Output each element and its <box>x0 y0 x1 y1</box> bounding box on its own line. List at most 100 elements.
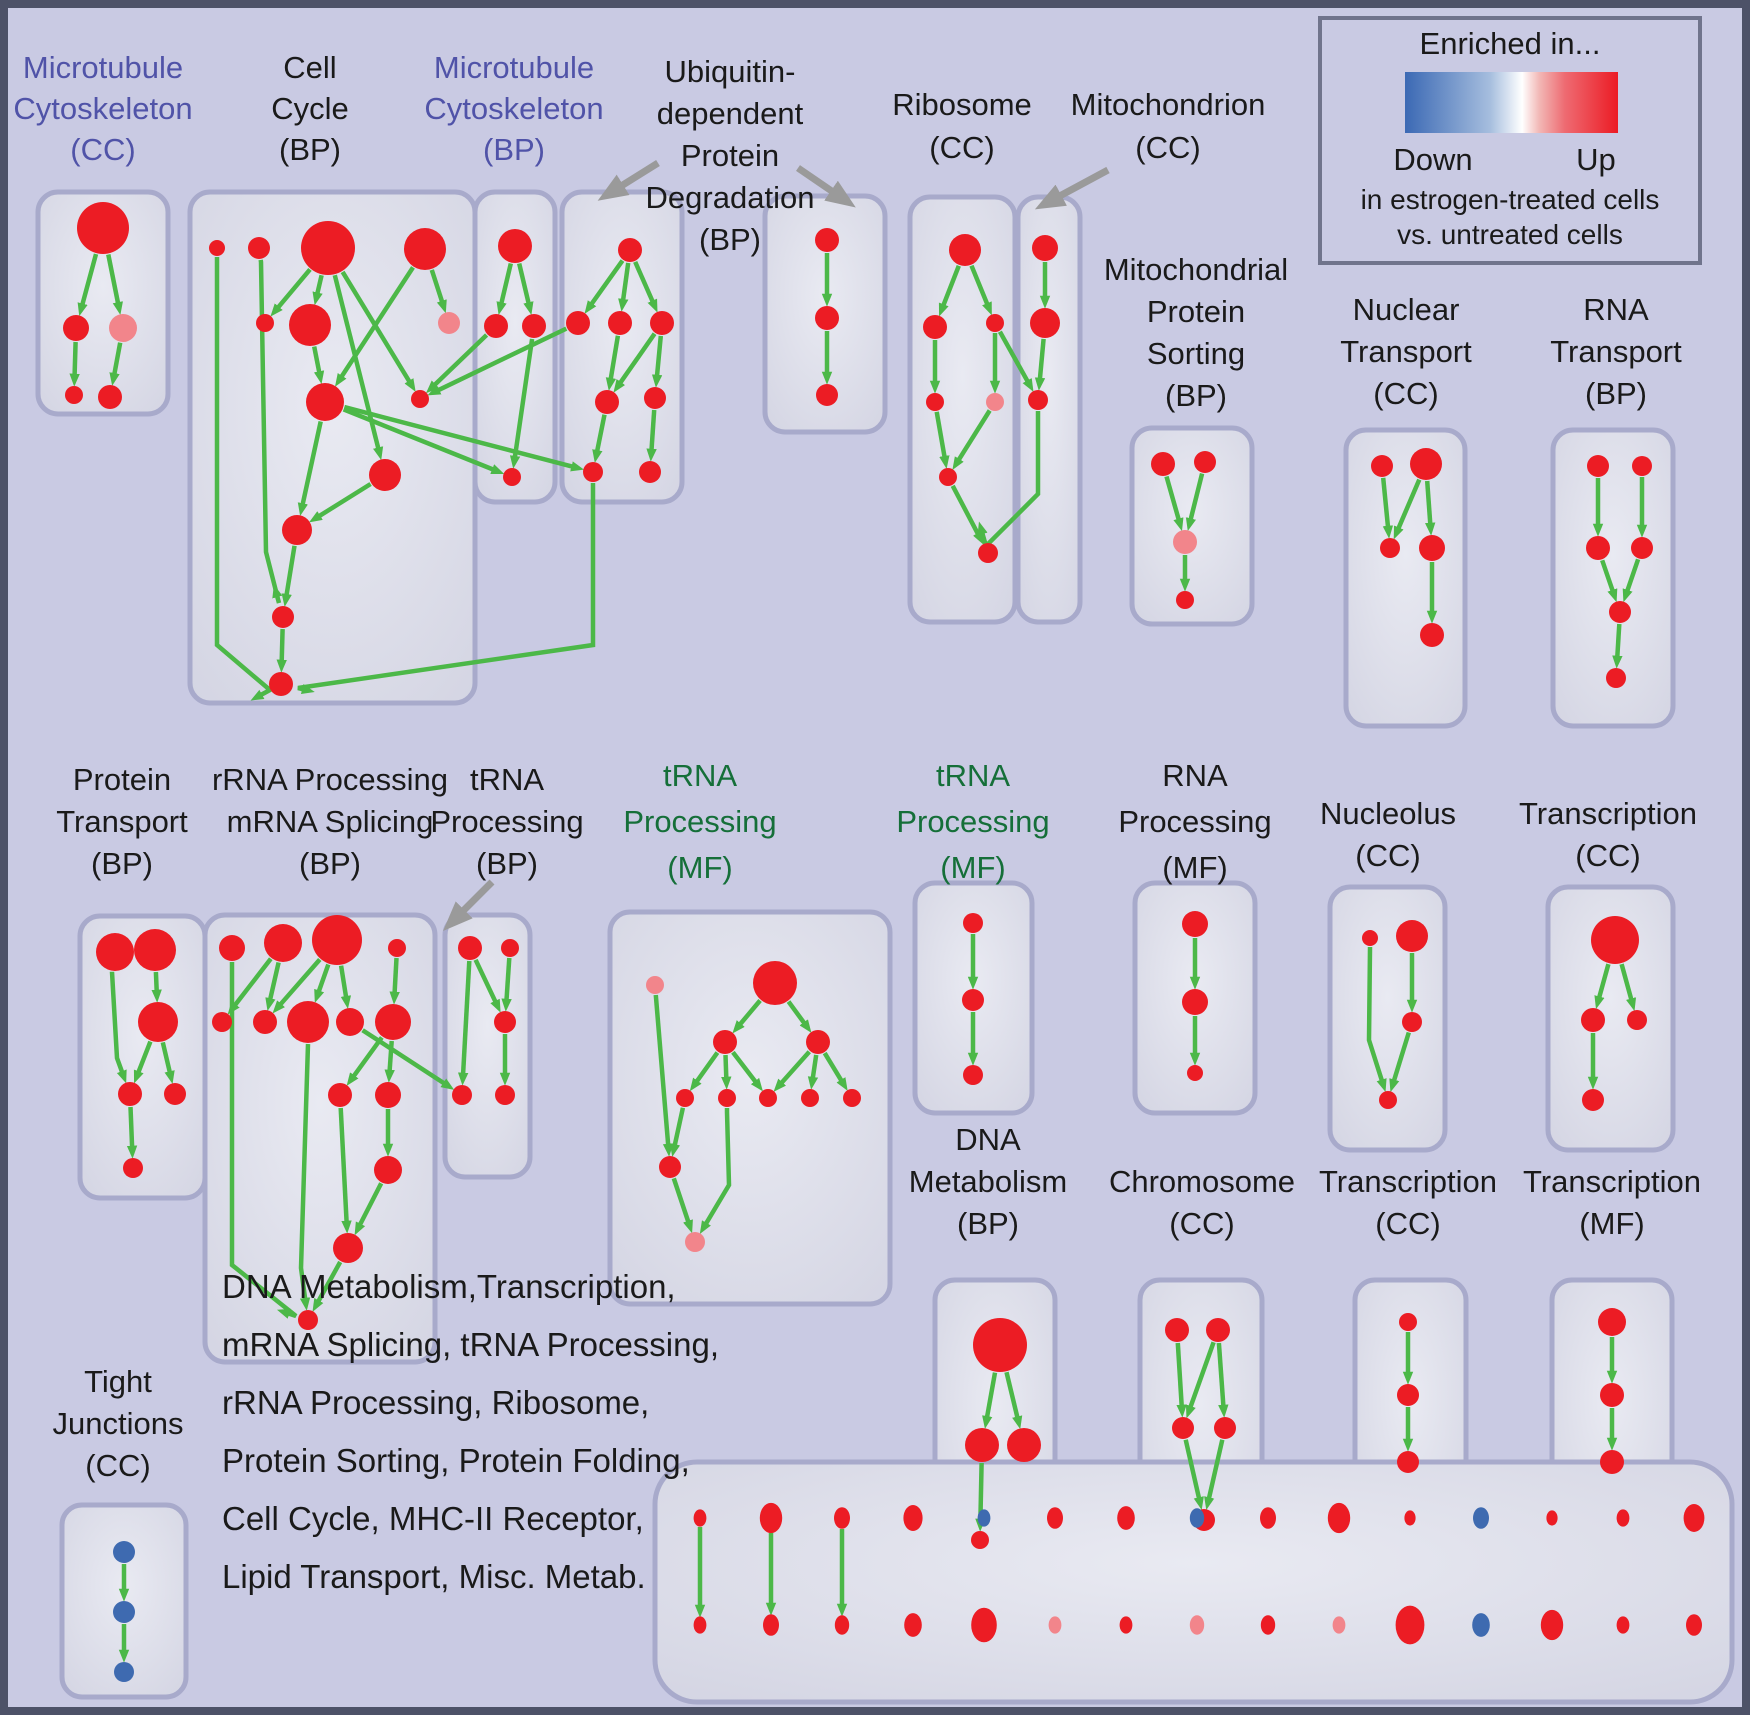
node-ribosome-r4 <box>986 393 1004 411</box>
cluster-box-nuc-transport <box>1343 427 1468 729</box>
node-rna-transport-t5 <box>1606 668 1626 688</box>
edge <box>1185 473 1205 532</box>
node-rna-transport-t4 <box>1609 601 1631 623</box>
node-ribosome-r5 <box>939 468 957 486</box>
edge <box>938 264 961 317</box>
node-mt-cc-b1 <box>63 315 89 341</box>
footer-text-line: Lipid Transport, Misc. Metab. <box>222 1558 646 1595</box>
node-trans-cc2-a3 <box>1582 1089 1604 1111</box>
cluster-label-ub1: Ubiquitin- <box>665 54 796 89</box>
cluster-label-nucleolus: (CC) <box>1355 838 1420 873</box>
edge <box>721 1054 732 1090</box>
node-ribosome-r1 <box>923 315 947 339</box>
node-chromosome-h3 <box>1214 1417 1236 1439</box>
node-trna-mf-v4 <box>676 1089 694 1107</box>
node-cell-cycle-c9 <box>369 459 401 491</box>
node-rrna-q2 <box>312 915 362 965</box>
footer-text-line: Protein Sorting, Protein Folding, <box>222 1442 690 1479</box>
node-mt-bp-m4 <box>503 468 521 486</box>
cluster-label-nuc-transport: (CC) <box>1373 376 1438 411</box>
node-trna-bp-x0 <box>458 936 482 960</box>
edge <box>109 342 123 386</box>
node-cell-cycle-c7 <box>306 383 344 421</box>
node-trans-cc3-g0 <box>1399 1313 1417 1331</box>
node-trans-cc2-a0 <box>1591 916 1639 964</box>
node-trna-bp-x3 <box>452 1085 472 1105</box>
node-ribosome-r6 <box>978 543 998 563</box>
node-bottom-bb7 <box>1189 1615 1205 1635</box>
cluster-label-trna-bp: Processing <box>430 804 583 839</box>
cluster-label-dna-metab: DNA <box>955 1122 1021 1157</box>
cluster-label-chromosome: Chromosome <box>1109 1164 1295 1199</box>
node-trans-cc3-g1 <box>1397 1384 1419 1406</box>
node-tight-junctions-j2 <box>114 1662 134 1682</box>
node-ub1-u1 <box>566 311 590 335</box>
node-trna-mf2-w2 <box>963 1065 983 1085</box>
node-mt-cc-b2 <box>109 314 137 342</box>
node-bottom-bb2 <box>834 1615 850 1635</box>
edge <box>1185 1341 1216 1419</box>
cluster-label-mito-sort: Protein <box>1147 294 1245 329</box>
edge <box>106 254 123 315</box>
node-dna-metab-e0 <box>973 1318 1027 1372</box>
node-bottom-bb12 <box>1540 1609 1564 1641</box>
edge <box>651 335 664 388</box>
node-mito-o1 <box>1030 308 1060 338</box>
node-bottom-bt9 <box>1327 1502 1351 1534</box>
node-ub1-u0 <box>618 238 642 262</box>
edge <box>689 1051 720 1092</box>
cluster-label-mt-cc: Microtubule <box>23 50 183 85</box>
cluster-label-rna-mf: RNA <box>1162 758 1228 793</box>
node-rrna-q7 <box>336 1008 364 1036</box>
node-trna-mf-v3 <box>806 1030 830 1054</box>
edge <box>258 259 283 604</box>
node-bottom-bb9 <box>1332 1616 1346 1634</box>
node-trna-mf2-w1 <box>962 989 984 1011</box>
edge <box>633 260 658 313</box>
node-rna-mf-z0 <box>1182 911 1208 937</box>
edge <box>1600 559 1618 603</box>
node-mt-bp-m0 <box>498 229 532 263</box>
node-bottom-bt14 <box>1683 1504 1705 1532</box>
node-ub2-d1 <box>815 306 839 330</box>
cluster-label-protein-transport: Protein <box>73 762 171 797</box>
node-ub2-d0 <box>815 228 839 252</box>
legend-subtitle-1: in estrogen-treated cells <box>1361 184 1660 215</box>
node-bottom-bb3 <box>904 1613 922 1637</box>
cluster-label-trna-mf2: (MF) <box>940 850 1005 885</box>
edge <box>584 259 625 314</box>
edge <box>1004 1371 1023 1430</box>
edge <box>297 421 323 517</box>
edge <box>822 1051 848 1091</box>
legend-down-label: Down <box>1393 142 1472 177</box>
node-tight-junctions-j0 <box>113 1541 135 1563</box>
footer-text-line: Cell Cycle, MHC-II Receptor, <box>222 1500 644 1537</box>
edge <box>298 1043 311 1311</box>
node-protein-transport-p4 <box>164 1083 186 1105</box>
cluster-label-dna-metab: (BP) <box>957 1206 1019 1241</box>
node-rrna-q11 <box>374 1156 402 1184</box>
footer-text-line: rRNA Processing, Ribosome, <box>222 1384 649 1421</box>
edge <box>227 957 273 1015</box>
edge <box>272 958 322 1014</box>
cluster-label-trna-mf: tRNA <box>663 758 737 793</box>
cluster-label-ub1: Protein <box>681 138 779 173</box>
node-trna-mf2-w0 <box>963 913 983 933</box>
node-dna-metab-e2 <box>1007 1428 1041 1462</box>
node-rrna-q5 <box>253 1010 277 1034</box>
node-mito-sort-s0 <box>1151 452 1175 476</box>
edge <box>384 1040 395 1083</box>
cluster-label-rrna: rRNA Processing <box>212 762 448 797</box>
node-rrna-q13 <box>298 1310 318 1330</box>
edge <box>1175 1342 1187 1418</box>
edge <box>732 999 762 1034</box>
node-trna-mf-v8 <box>843 1089 861 1107</box>
edge <box>646 409 657 462</box>
node-bottom-bb4 <box>971 1607 997 1643</box>
edge <box>338 965 352 1009</box>
node-protein-transport-p0 <box>96 933 134 971</box>
node-bottom-bt7 <box>1189 1508 1205 1528</box>
node-trans-mf-f1 <box>1600 1383 1624 1407</box>
edge <box>613 332 657 393</box>
